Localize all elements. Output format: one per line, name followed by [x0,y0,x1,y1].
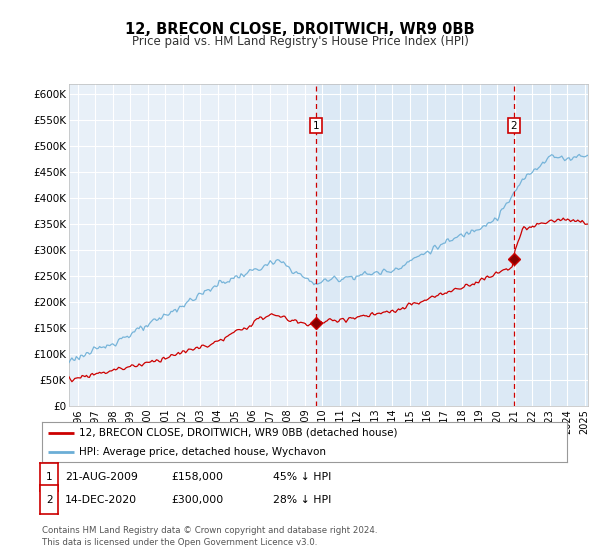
Text: 28% ↓ HPI: 28% ↓ HPI [273,494,331,505]
Text: Price paid vs. HM Land Registry's House Price Index (HPI): Price paid vs. HM Land Registry's House … [131,35,469,48]
Text: 12, BRECON CLOSE, DROITWICH, WR9 0BB (detached house): 12, BRECON CLOSE, DROITWICH, WR9 0BB (de… [79,428,397,438]
Text: 14-DEC-2020: 14-DEC-2020 [65,494,137,505]
Text: 21-AUG-2009: 21-AUG-2009 [65,472,137,482]
Text: Contains HM Land Registry data © Crown copyright and database right 2024.: Contains HM Land Registry data © Crown c… [42,526,377,535]
Text: 2: 2 [46,494,53,505]
Text: 2: 2 [511,120,517,130]
Text: 1: 1 [313,120,320,130]
Text: HPI: Average price, detached house, Wychavon: HPI: Average price, detached house, Wych… [79,447,326,457]
Text: This data is licensed under the Open Government Licence v3.0.: This data is licensed under the Open Gov… [42,538,317,547]
Text: £300,000: £300,000 [171,494,223,505]
Text: £158,000: £158,000 [171,472,223,482]
Text: 12, BRECON CLOSE, DROITWICH, WR9 0BB: 12, BRECON CLOSE, DROITWICH, WR9 0BB [125,22,475,38]
Text: 45% ↓ HPI: 45% ↓ HPI [273,472,331,482]
Bar [69,84,316,406]
Text: 1: 1 [46,472,53,482]
